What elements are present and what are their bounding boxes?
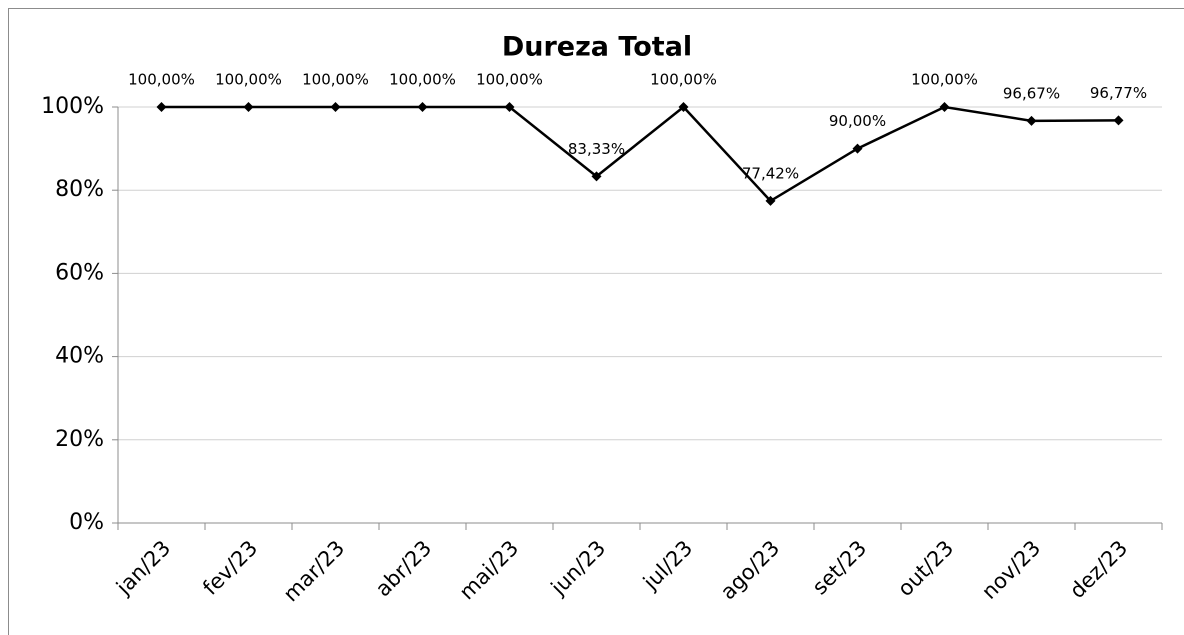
chart-title: Dureza Total bbox=[502, 32, 692, 63]
marker bbox=[330, 102, 341, 112]
marker bbox=[417, 102, 428, 112]
marker bbox=[1113, 115, 1124, 126]
y-tick-label: 80% bbox=[55, 177, 104, 202]
marker bbox=[156, 102, 167, 112]
marker bbox=[765, 195, 776, 206]
line bbox=[161, 105, 1119, 203]
marker bbox=[852, 143, 863, 154]
data-label: 77,42% bbox=[742, 164, 799, 182]
marker bbox=[1026, 115, 1037, 126]
data-label: 100,00% bbox=[128, 71, 195, 89]
marker bbox=[243, 102, 254, 112]
data-label: 96,67% bbox=[1003, 84, 1060, 102]
marker bbox=[591, 171, 602, 182]
data-label: 100,00% bbox=[389, 71, 456, 89]
y-tick-label: 100% bbox=[41, 94, 104, 119]
data-label: 96,77% bbox=[1090, 84, 1147, 102]
y-tick-label: 40% bbox=[55, 344, 104, 369]
data-label: 90,00% bbox=[829, 112, 886, 130]
marker bbox=[939, 102, 950, 112]
data-label: 83,33% bbox=[568, 140, 625, 158]
data-label: 100,00% bbox=[911, 71, 978, 89]
marker bbox=[678, 102, 689, 112]
y-tick-label: 0% bbox=[69, 510, 104, 535]
data-label: 100,00% bbox=[650, 71, 717, 89]
y-tick-label: 60% bbox=[55, 260, 104, 285]
data-label: 100,00% bbox=[215, 71, 282, 89]
y-tick-label: 20% bbox=[55, 427, 104, 452]
data-label: 100,00% bbox=[476, 71, 543, 89]
marker bbox=[504, 102, 515, 112]
data-label: 100,00% bbox=[302, 71, 369, 89]
